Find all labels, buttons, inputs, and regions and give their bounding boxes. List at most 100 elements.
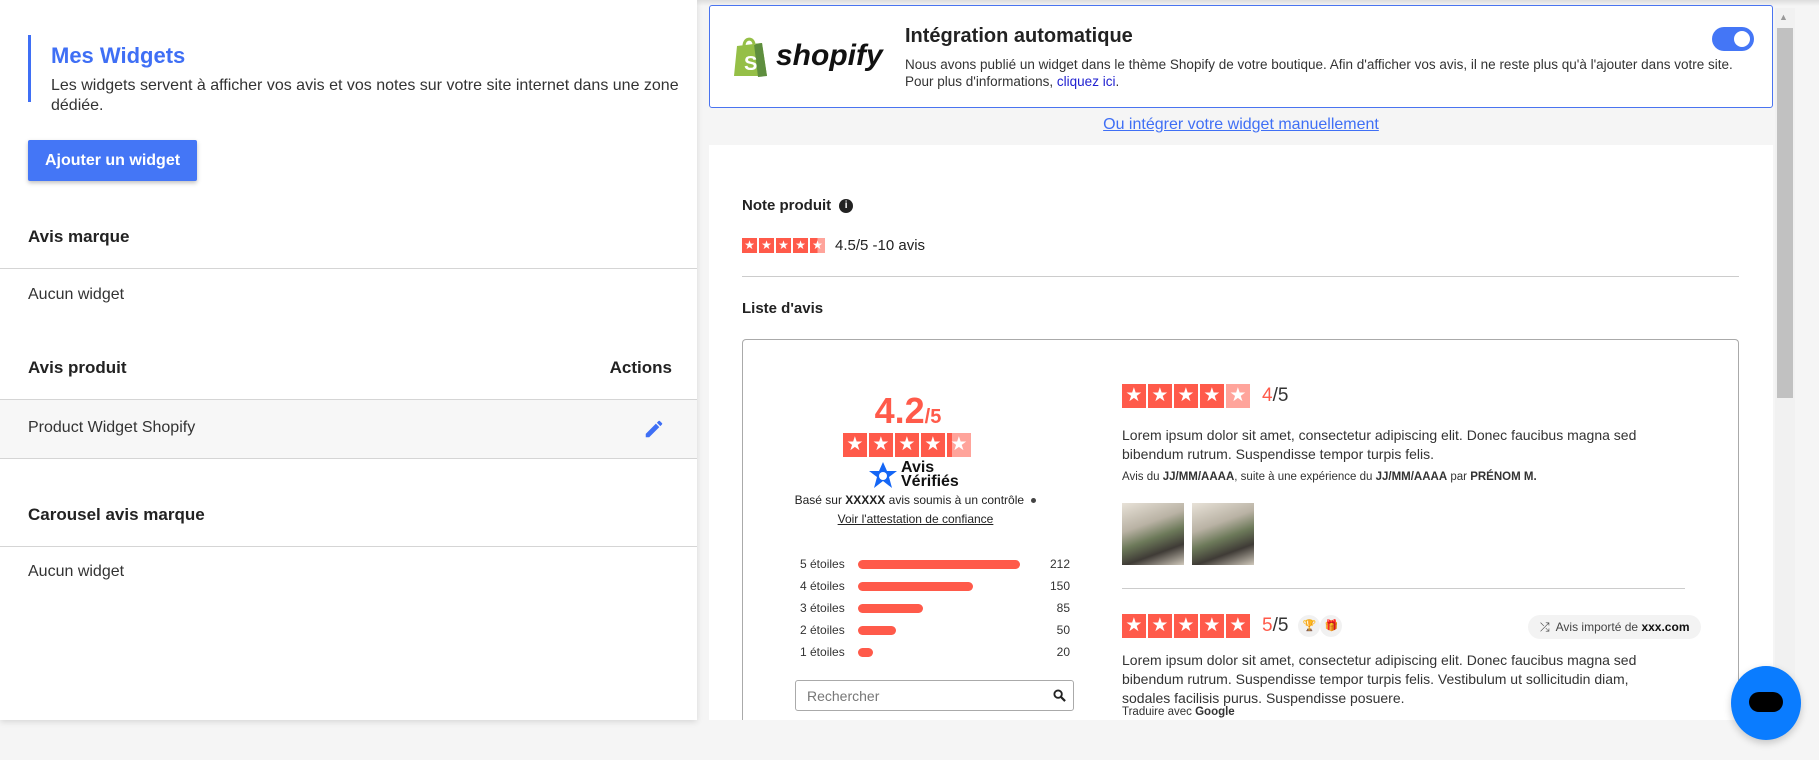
star-icon: ★ bbox=[1174, 614, 1198, 638]
star-icon: ★ bbox=[759, 238, 774, 253]
integration-text: Nous avons publié un widget dans le thèm… bbox=[905, 57, 1733, 89]
star-icon: ★ bbox=[1122, 614, 1146, 638]
scrollbar-thumb[interactable] bbox=[1777, 28, 1793, 398]
page-title: Mes Widgets bbox=[51, 43, 186, 68]
empty-text: Aucun widget bbox=[28, 286, 125, 303]
widgets-sidebar: Mes Widgets Les widgets servent à affich… bbox=[0, 0, 697, 720]
star-icon: ★ bbox=[1200, 614, 1224, 638]
widget-name: Product Widget Shopify bbox=[28, 419, 196, 436]
divider bbox=[0, 458, 697, 459]
distribution-count: 20 bbox=[1056, 645, 1070, 659]
accent-bar bbox=[28, 35, 31, 102]
based-on-text: Basé sur XXXXX avis soumis à un contrôle bbox=[743, 493, 1088, 507]
star-icon: ★ bbox=[895, 433, 919, 457]
rating-stars: ★ ★ ★ ★ ★ bbox=[742, 236, 827, 254]
distribution-row[interactable]: 2 étoiles 50 bbox=[800, 619, 1070, 641]
star-icon: ★ bbox=[1174, 384, 1198, 408]
integration-title: Intégration automatique bbox=[905, 25, 1133, 47]
star-icon: ★ bbox=[1122, 384, 1146, 408]
star-icon: ★ bbox=[1148, 614, 1172, 638]
pencil-icon[interactable] bbox=[643, 418, 665, 440]
section-title-carousel: Carousel avis marque bbox=[28, 505, 205, 524]
svg-text:S: S bbox=[744, 53, 757, 75]
star-icon: ★ bbox=[1226, 384, 1250, 408]
star-icon: ★ bbox=[1226, 614, 1250, 638]
review-stars: ★ ★ ★ ★ ★ bbox=[1122, 384, 1252, 408]
distribution-count: 50 bbox=[1056, 623, 1070, 637]
gift-icon: 🎁 bbox=[1320, 615, 1343, 637]
review-meta: Avis du JJ/MM/AAAA, suite à une expérien… bbox=[1122, 471, 1537, 483]
page-description: Les widgets servent à afficher vos avis … bbox=[51, 77, 679, 114]
rating-distribution: 5 étoiles 212 4 étoiles 150 3 étoiles 85 2 éto… bbox=[800, 553, 1070, 663]
add-widget-button[interactable]: Ajouter un widget bbox=[28, 140, 197, 181]
section-title-avis-produit: Avis produit bbox=[28, 358, 127, 377]
review-search-input[interactable]: Rechercher bbox=[795, 680, 1074, 711]
avis-verifies-star-icon bbox=[869, 462, 897, 488]
review-rating: ★ ★ ★ ★ ★ 4/5 bbox=[1122, 384, 1288, 408]
star-icon: ★ bbox=[1200, 384, 1224, 408]
star-icon: ★ bbox=[776, 238, 791, 253]
distribution-count: 85 bbox=[1056, 601, 1070, 615]
distribution-row[interactable]: 3 étoiles 85 bbox=[800, 597, 1070, 619]
distribution-count: 212 bbox=[1049, 557, 1070, 571]
translate-link[interactable]: Traduire avec Google bbox=[1122, 706, 1235, 718]
chat-button[interactable] bbox=[1731, 666, 1801, 740]
top-shadow bbox=[0, 0, 1819, 6]
page-background bbox=[709, 720, 1819, 760]
shopify-integration-card: S shopify Intégration automatique Nous a… bbox=[709, 5, 1773, 108]
distribution-bar bbox=[858, 559, 1020, 569]
scrollbar[interactable]: ▲ bbox=[1775, 8, 1795, 720]
empty-text: Aucun widget bbox=[28, 563, 125, 580]
star-icon: ★ bbox=[869, 433, 893, 457]
distribution-bar bbox=[858, 581, 973, 591]
review-stars: ★ ★ ★ ★ ★ bbox=[1122, 614, 1252, 638]
shopify-bag-icon: S bbox=[734, 37, 767, 77]
info-icon[interactable]: i bbox=[839, 198, 854, 213]
distribution-bar bbox=[858, 625, 897, 635]
star-icon: ★ bbox=[810, 238, 825, 253]
review-rating: ★ ★ ★ ★ ★ 5/5 🏆 🎁 bbox=[1122, 614, 1343, 638]
shuffle-icon: ⤮ bbox=[1540, 620, 1550, 634]
distribution-label: 1 étoiles bbox=[800, 645, 845, 659]
star-icon: ★ bbox=[1148, 384, 1172, 408]
reviews-widget: 4.2/5 ★ ★ ★ ★ ★ Avis Vérifiés Basé sur XXXXX … bbox=[742, 339, 1739, 739]
product-note-rating: ★ ★ ★ ★ ★ 4.5/5 -10 avis bbox=[742, 236, 925, 254]
distribution-label: 3 étoiles bbox=[800, 601, 845, 615]
widget-preview-panel: Note produit i ★ ★ ★ ★ ★ 4.5/5 -10 avis List… bbox=[709, 145, 1773, 739]
average-stars: ★ ★ ★ ★ ★ bbox=[743, 433, 1073, 457]
widget-row[interactable]: Product Widget Shopify bbox=[0, 400, 697, 458]
star-icon: ★ bbox=[793, 238, 808, 253]
divider bbox=[0, 268, 697, 269]
info-dot-icon[interactable] bbox=[1031, 498, 1037, 504]
section-title-avis-marque: Avis marque bbox=[28, 227, 130, 246]
distribution-row[interactable]: 5 étoiles 212 bbox=[800, 553, 1070, 575]
divider bbox=[1122, 588, 1685, 589]
trophy-icon: 🏆 bbox=[1298, 615, 1321, 637]
manual-integration-link[interactable]: Ou intégrer votre widget manuellement bbox=[1103, 116, 1379, 133]
distribution-bar bbox=[858, 603, 923, 613]
star-icon: ★ bbox=[921, 433, 945, 457]
click-here-link[interactable]: cliquez ici bbox=[1056, 74, 1116, 89]
auto-integration-toggle[interactable] bbox=[1712, 27, 1754, 51]
avis-verifies-logo: Avis Vérifiés bbox=[868, 460, 959, 490]
review-photo[interactable] bbox=[1122, 503, 1184, 565]
divider bbox=[0, 399, 697, 400]
search-icon[interactable] bbox=[1053, 689, 1066, 702]
distribution-label: 2 étoiles bbox=[800, 623, 845, 637]
actions-header: Actions bbox=[609, 358, 672, 377]
distribution-row[interactable]: 4 étoiles 150 bbox=[800, 575, 1070, 597]
reviews-list-label: Liste d'avis bbox=[742, 300, 824, 317]
product-note-header: Note produit i bbox=[742, 197, 854, 214]
distribution-row[interactable]: 1 étoiles 20 bbox=[800, 641, 1070, 663]
chat-bubble-icon bbox=[1749, 692, 1783, 712]
star-icon: ★ bbox=[742, 238, 757, 253]
star-icon: ★ bbox=[947, 433, 971, 457]
toggle-knob bbox=[1734, 31, 1750, 47]
average-score: 4.2/5 bbox=[874, 390, 942, 431]
distribution-label: 4 étoiles bbox=[800, 579, 845, 593]
imported-badge: ⤮ Avis importé de xxx.com bbox=[1528, 615, 1702, 639]
attestation-link[interactable]: Voir l'attestation de confiance bbox=[837, 512, 994, 526]
review-photo[interactable] bbox=[1192, 503, 1254, 565]
star-icon: ★ bbox=[843, 433, 867, 457]
scroll-up-arrow-icon[interactable]: ▲ bbox=[1779, 12, 1788, 22]
